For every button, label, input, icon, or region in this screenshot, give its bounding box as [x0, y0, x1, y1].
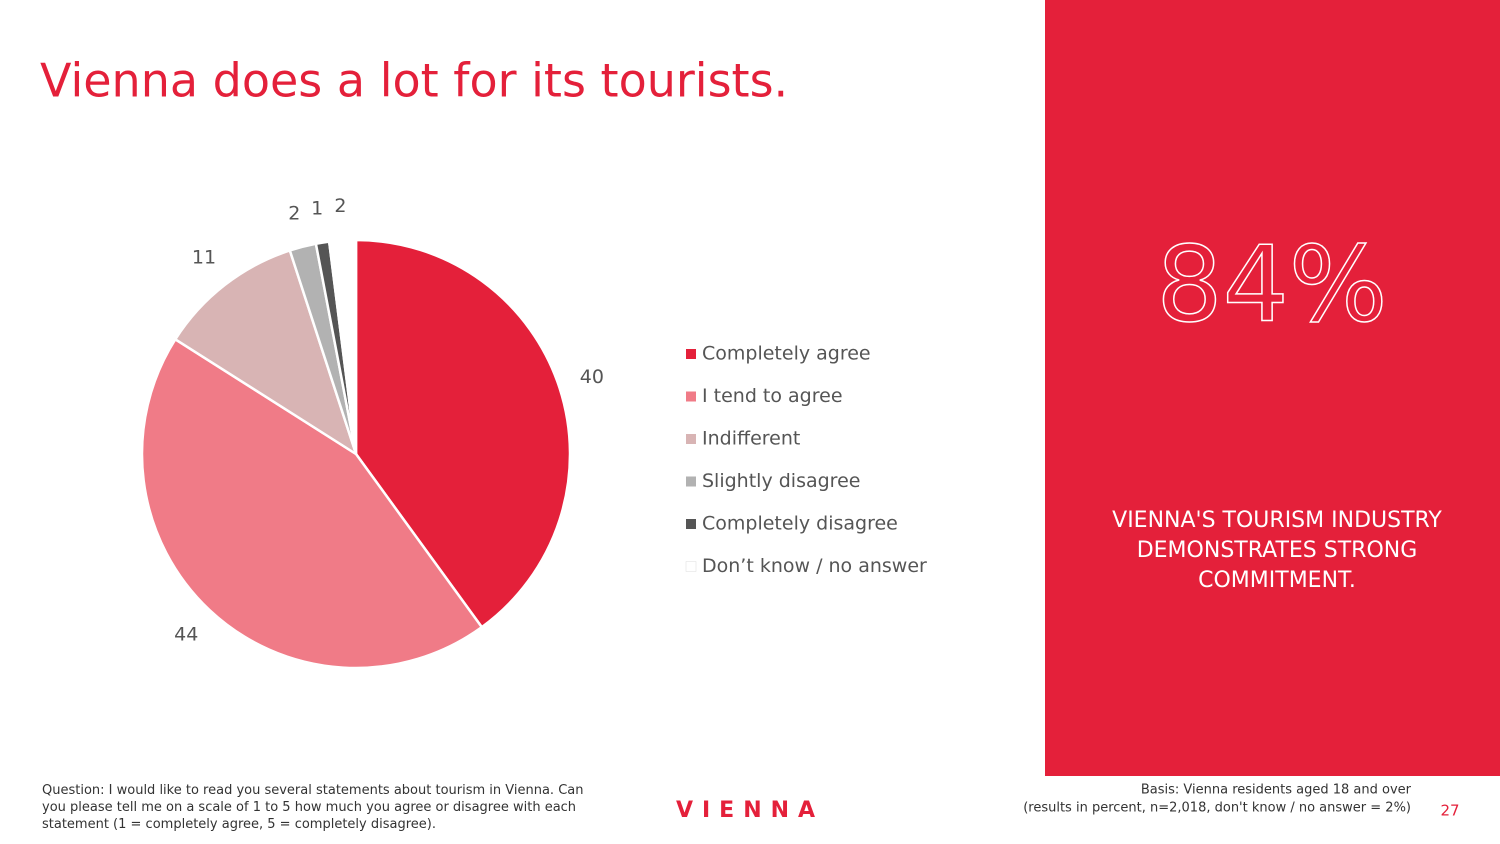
question-note: Question: I would like to read you sever… — [42, 783, 584, 832]
legend-swatch — [685, 561, 697, 572]
data-label: 2 — [288, 202, 300, 224]
highlight-panel — [1045, 0, 1500, 776]
highlight-value: 84% — [1156, 223, 1387, 345]
highlight-text: VIENNA'S TOURISM INDUSTRY DEMONSTRATES S… — [1112, 508, 1442, 593]
legend-swatch — [686, 391, 696, 402]
legend-swatch — [686, 434, 696, 444]
data-label: 2 — [334, 195, 346, 217]
data-label: 11 — [192, 247, 216, 269]
pie-slice — [354, 238, 572, 629]
logo: VIENNA — [676, 798, 824, 823]
legend-label: Completely agree — [702, 343, 871, 365]
legend-label: Slightly disagree — [702, 470, 860, 492]
data-label: 1 — [311, 198, 323, 220]
data-label: 40 — [580, 366, 604, 388]
page-number: 27 — [1440, 802, 1459, 820]
pie-slice — [140, 337, 484, 670]
legend-swatch — [686, 476, 696, 487]
slide-title: Vienna does a lot for its tourists. — [40, 54, 788, 108]
basis-note: (results in percent, n=2,018, don't know… — [1023, 801, 1411, 816]
legend-label: I tend to agree — [702, 385, 843, 407]
pie-slice — [327, 238, 358, 455]
data-label: 44 — [174, 623, 198, 645]
basis: Basis: Vienna residents aged 18 and over — [1141, 783, 1412, 798]
legend-swatch — [686, 349, 696, 359]
legend-label: Don’t know / no answer — [702, 555, 927, 577]
legend-swatch — [686, 519, 696, 529]
legend-label: Indifferent — [702, 428, 800, 450]
legend-label: Completely disagree — [702, 513, 898, 535]
pie-slice — [173, 248, 359, 457]
